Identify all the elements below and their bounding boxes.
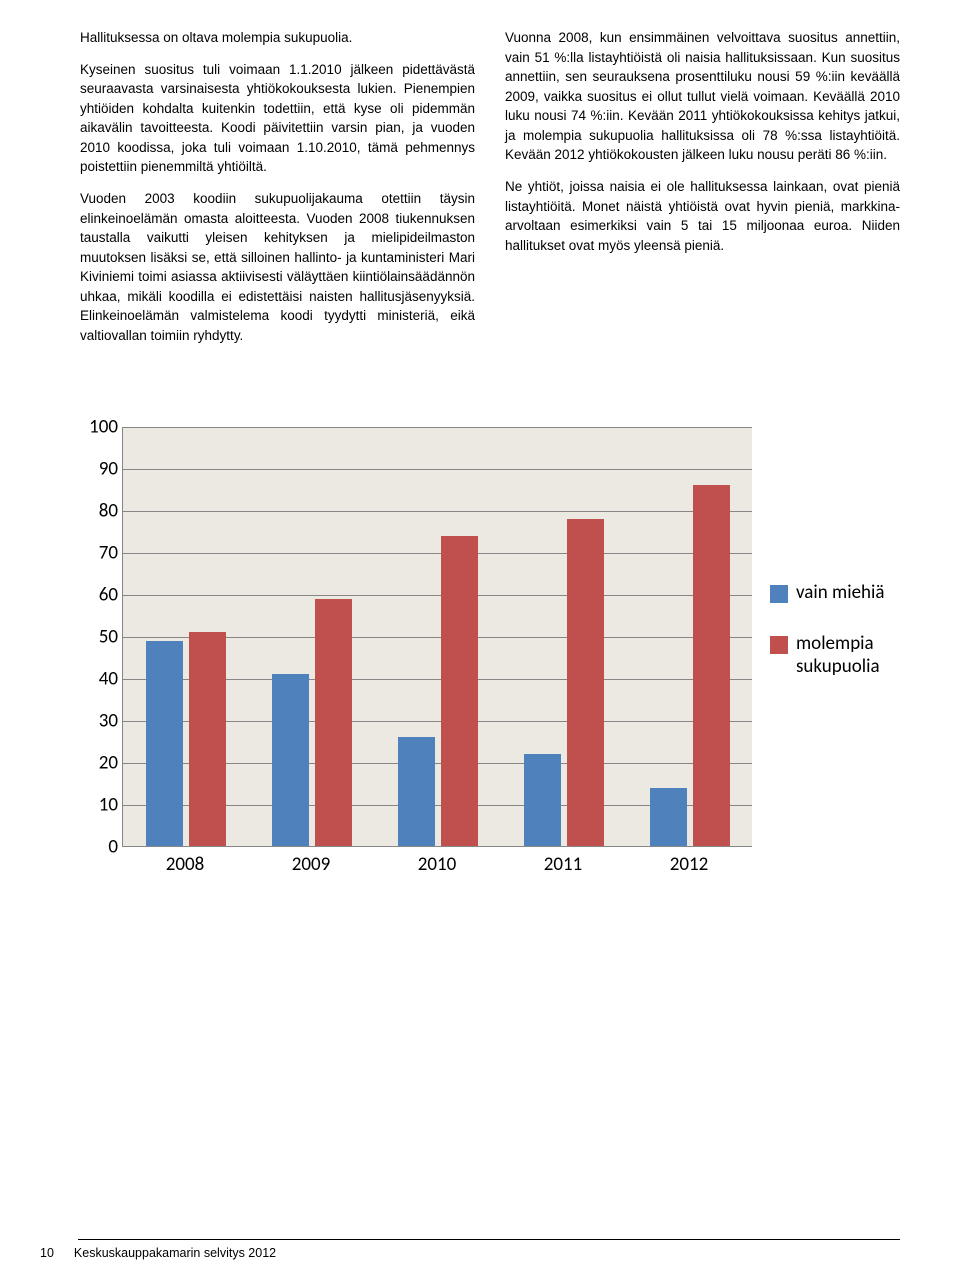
ytick-label: 80 [60,500,118,523]
gridline [123,595,752,596]
xtick-label: 2009 [271,853,351,876]
bar [189,632,226,846]
bar [650,788,687,847]
gridline [123,511,752,512]
ytick-label: 20 [60,752,118,775]
para-l2: Kyseinen suositus tuli voimaan 1.1.2010 … [80,60,475,177]
xtick-label: 2008 [145,853,225,876]
gridline [123,469,752,470]
ytick-label: 50 [60,626,118,649]
chart-legend: vain miehiä molempia sukupuolia [770,582,900,706]
bar [146,641,183,847]
gridline [123,427,752,428]
legend-label: molempia sukupuolia [796,633,900,679]
ytick-label: 90 [60,458,118,481]
plot-area [122,427,752,847]
right-column: Vuonna 2008, kun ensimmäinen velvoittava… [505,28,900,357]
bar [693,485,730,846]
bar [567,519,604,847]
xtick-label: 2011 [523,853,603,876]
legend-item: molempia sukupuolia [770,633,900,679]
text-columns: Hallituksessa on oltava molempia sukupuo… [80,28,900,357]
xtick-label: 2012 [649,853,729,876]
para-l3: Vuoden 2003 koodiin sukupuolijakauma ote… [80,189,475,346]
bar [272,674,309,846]
ytick-label: 10 [60,794,118,817]
footer-rule [78,1239,900,1240]
gridline [123,553,752,554]
bar [398,737,435,846]
legend-item: vain miehiä [770,582,900,605]
para-l1: Hallituksessa on oltava molempia sukupuo… [80,28,475,48]
legend-label: vain miehiä [796,582,884,605]
bar [441,536,478,847]
ytick-label: 100 [60,416,118,439]
ytick-label: 0 [60,836,118,859]
page-footer: 10 Keskuskauppakamarin selvitys 2012 [40,1246,276,1260]
ytick-label: 30 [60,710,118,733]
page-number: 10 [40,1246,54,1260]
bar-chart: 0102030405060708090100 20082009201020112… [60,427,900,927]
legend-swatch [770,585,788,603]
ytick-label: 60 [60,584,118,607]
xtick-label: 2010 [397,853,477,876]
legend-swatch [770,636,788,654]
ytick-label: 70 [60,542,118,565]
left-column: Hallituksessa on oltava molempia sukupuo… [80,28,475,357]
bar [315,599,352,847]
ytick-label: 40 [60,668,118,691]
para-r1: Vuonna 2008, kun ensimmäinen velvoittava… [505,28,900,165]
footer-text: Keskuskauppakamarin selvitys 2012 [74,1246,276,1260]
para-r2: Ne yhtiöt, joissa naisia ei ole hallituk… [505,177,900,255]
bar [524,754,561,846]
